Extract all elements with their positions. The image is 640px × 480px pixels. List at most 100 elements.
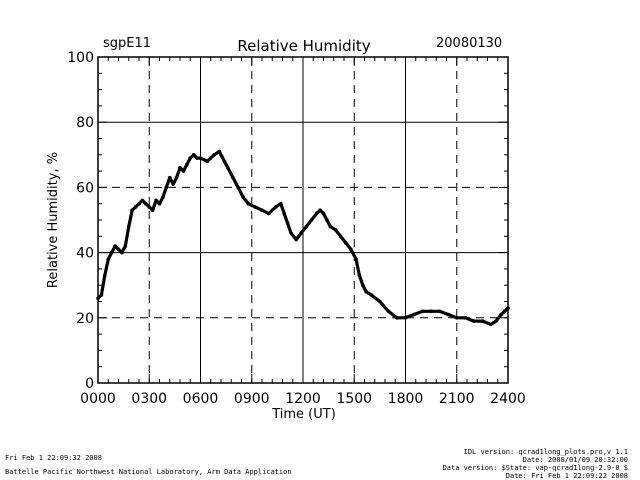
- rh-data-point: [133, 205, 138, 209]
- rh-data-point: [171, 182, 175, 186]
- tick-labels: 0000 0300 0600 0900 1200 1500 1800 2100 2400 0 20 4…: [67, 50, 526, 407]
- rh-data-point: [231, 175, 235, 180]
- axis-ticks: [97, 56, 509, 384]
- rh-data-point: [150, 208, 155, 213]
- rh-data-point: [109, 250, 114, 255]
- rh-data-point: [309, 218, 314, 222]
- x-tick-label: 0600: [183, 391, 219, 407]
- rh-data-point: [178, 166, 182, 170]
- rh-data-point: [253, 205, 257, 209]
- rh-data-point: [273, 205, 278, 209]
- rh-data-point: [130, 208, 134, 213]
- rh-data-point: [236, 185, 240, 190]
- footer-credit: Battelle Pacific Northwest National Labo…: [5, 468, 292, 476]
- x-tick-label: 2400: [490, 391, 526, 407]
- rh-data-point: [437, 309, 442, 314]
- y-tick-label: 60: [76, 180, 94, 196]
- rh-data-point: [349, 247, 353, 252]
- rh-data-point: [167, 175, 172, 180]
- rh-data-point: [212, 153, 216, 157]
- site-label: sgpE11: [103, 36, 152, 51]
- rh-data-point: [246, 201, 251, 206]
- rh-data-point: [412, 312, 416, 317]
- chart-title: Relative Humidity: [237, 37, 370, 55]
- rh-data-point: [222, 159, 227, 164]
- rh-data-point: [318, 208, 322, 213]
- rh-data-point: [480, 319, 485, 323]
- rh-data-point: [395, 316, 399, 320]
- rh-data-point: [174, 175, 179, 180]
- rh-data-point: [226, 166, 230, 170]
- rh-data-point: [106, 257, 111, 261]
- rh-data-point: [241, 195, 246, 199]
- rh-data-point: [96, 296, 100, 301]
- footer-timestamp: Fri Feb 1 22:09:32 2008: [5, 454, 102, 462]
- footer-version-info: IDL version: qcrad1long_plots.pro,v 1.1 …: [443, 448, 628, 480]
- y-tick-label: 0: [85, 376, 94, 392]
- rh-data-point: [126, 224, 131, 229]
- rh-data-point: [328, 224, 333, 229]
- rh-data-point: [386, 309, 391, 314]
- rh-data-point: [205, 159, 210, 164]
- rh-data-point: [185, 162, 189, 167]
- rh-data-point: [147, 205, 152, 209]
- y-axis-label: Relative Humidity, %: [46, 152, 61, 288]
- rh-data-point: [502, 309, 507, 314]
- rh-data-point: [123, 244, 128, 248]
- rh-data-point: [161, 195, 165, 199]
- rh-data-point: [144, 201, 148, 206]
- date-label: 20080130: [436, 36, 503, 51]
- grid-lines: [98, 57, 508, 383]
- rh-data-point: [429, 309, 433, 314]
- rh-data-point: [157, 201, 162, 206]
- rh-data-point: [137, 201, 141, 206]
- rh-data-point: [489, 322, 493, 327]
- rh-data-point: [403, 316, 408, 320]
- y-tick-label: 100: [67, 50, 94, 66]
- rh-data-point: [494, 319, 498, 323]
- rh-data-point: [164, 185, 169, 190]
- rh-data-point: [267, 211, 271, 216]
- y-tick-label: 80: [76, 115, 94, 131]
- rh-data-point: [154, 198, 158, 203]
- x-tick-label: 0300: [131, 391, 167, 407]
- rh-data-point: [116, 247, 121, 252]
- rh-data-point: [294, 237, 298, 242]
- rh-data-point: [120, 250, 124, 255]
- rh-data-point: [314, 211, 319, 216]
- rh-data-point: [357, 273, 362, 278]
- rh-data-point: [285, 221, 290, 226]
- rh-data-point: [304, 224, 309, 229]
- rh-data-point: [454, 316, 459, 320]
- rh-data-point: [198, 156, 203, 160]
- rh-data-point: [113, 244, 117, 248]
- rh-data-point: [506, 306, 510, 310]
- rh-data-point: [217, 149, 222, 154]
- rh-data-point: [99, 293, 104, 297]
- rh-data-point: [463, 316, 468, 320]
- rh-data-point: [369, 293, 374, 297]
- x-tick-label: 0000: [80, 391, 116, 407]
- rh-data-point: [364, 289, 369, 294]
- rh-data-point: [446, 312, 451, 317]
- rh-data-point: [278, 201, 283, 206]
- x-tick-label: 0900: [234, 391, 270, 407]
- rh-data-point: [338, 234, 343, 239]
- rh-data-point: [289, 231, 293, 235]
- rh-data-point: [195, 156, 199, 160]
- x-tick-label: 1200: [285, 391, 321, 407]
- rh-data-point: [181, 169, 186, 173]
- footer-program-date: Date: 2008/01/09 20:32:00: [522, 456, 628, 464]
- rh-data-point: [333, 227, 338, 232]
- rh-data-point: [378, 299, 382, 304]
- rh-data-point: [103, 273, 107, 278]
- y-tick-label: 40: [76, 246, 94, 262]
- rh-data-point: [343, 241, 348, 245]
- x-tick-label: 2100: [439, 391, 475, 407]
- x-tick-label: 1500: [336, 391, 372, 407]
- rh-data-point: [325, 218, 329, 222]
- x-tick-label: 1800: [388, 391, 424, 407]
- rh-data-point: [140, 198, 145, 203]
- footer-data-version: Data version: $State: vap-qcrad1long-2.9…: [442, 464, 628, 472]
